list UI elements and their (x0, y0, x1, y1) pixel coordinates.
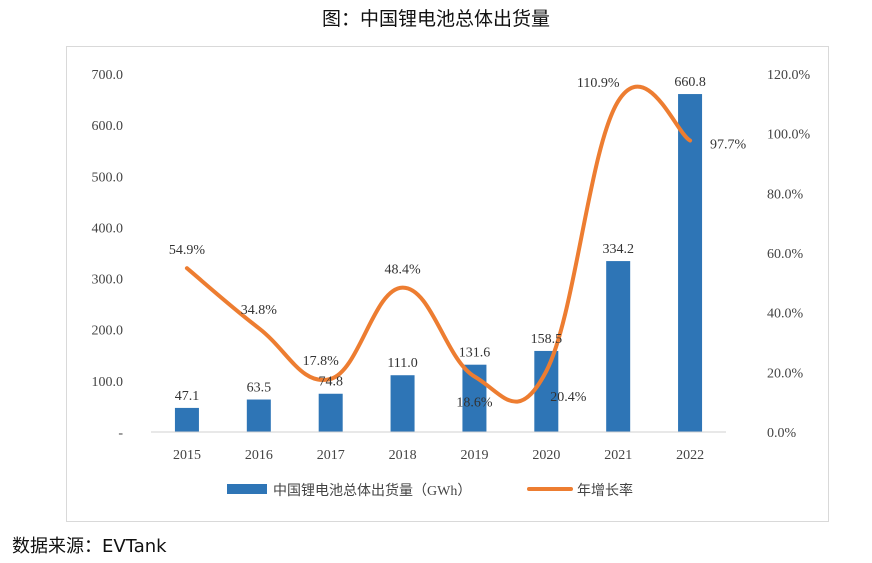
bar (534, 350, 559, 432)
y-left-tick-label: 200.0 (92, 324, 124, 339)
bar (246, 399, 271, 432)
x-tick-label: 2019 (460, 448, 488, 463)
bar-value-label: 111.0 (387, 356, 417, 371)
bar-value-label: 74.8 (318, 375, 343, 390)
legend-line-label: 年增长率 (577, 482, 633, 499)
growth-line-layer (184, 84, 693, 404)
growth-rate-label: 18.6% (456, 396, 493, 411)
legend-bar-swatch (227, 484, 267, 494)
x-tick-label: 2015 (173, 448, 201, 463)
bar-value-label: 334.2 (602, 242, 634, 257)
growth-rate-label: 48.4% (384, 263, 421, 278)
y-right-tick-label: 120.0% (767, 68, 811, 83)
data-labels-layer: 47.1 63.5 74.8 111.0 131.6 158.5 334.2 660.8 54.… (169, 75, 747, 410)
growth-rate-label: 20.4% (550, 390, 587, 405)
bar-value-label: 158.5 (531, 332, 563, 347)
y-right-tick-label: 20.0% (767, 366, 804, 381)
growth-rate-label: 97.7% (710, 138, 747, 153)
y-left-tick-label: 700.0 (92, 68, 124, 83)
growth-rate-label: 17.8% (303, 354, 340, 369)
figure-title: 图：中国锂电池总体出货量 (321, 8, 550, 30)
y-left-tick-label: 300.0 (92, 273, 124, 288)
bars-layer (174, 94, 703, 432)
growth-rate-label: 110.9% (577, 76, 620, 91)
bar-value-label: 47.1 (175, 389, 200, 404)
bar (606, 261, 631, 432)
bar-value-label: 63.5 (247, 381, 272, 396)
legend-bar-label: 中国锂电池总体出货量（GWh） (273, 482, 471, 499)
y-left-tick-label: 600.0 (92, 119, 124, 134)
y-right-tick-label: 80.0% (767, 187, 804, 202)
legend: 中国锂电池总体出货量（GWh） 年增长率 (227, 482, 633, 499)
x-tick-label: 2016 (245, 448, 273, 463)
bar (678, 94, 703, 432)
bar (390, 375, 415, 432)
bar (318, 393, 343, 432)
x-tick-label: 2021 (604, 448, 632, 463)
y-left-tick-label: - (118, 426, 123, 441)
x-tick-label: 2017 (317, 448, 345, 463)
y-right-tick-label: 40.0% (767, 307, 804, 322)
bar (174, 407, 199, 432)
y-right-tick-label: 100.0% (767, 128, 811, 143)
chart-canvas: - 100.0 200.0 300.0 400.0 500.0 600.0 700.0 0.0%… (92, 68, 811, 499)
chart-frame: - 100.0 200.0 300.0 400.0 500.0 600.0 700.0 0.0%… (66, 46, 829, 522)
x-tick-label: 2018 (389, 448, 417, 463)
y-right-tick-label: 0.0% (767, 426, 797, 441)
y-left-tick-label: 500.0 (92, 170, 124, 185)
x-tick-label: 2020 (532, 448, 560, 463)
source-note: 数据来源：EVTank (12, 536, 167, 557)
bar-value-label: 131.6 (459, 346, 491, 361)
growth-rate-label: 34.8% (241, 303, 278, 318)
bar-value-label: 660.8 (674, 75, 706, 90)
y-right-tick-label: 60.0% (767, 247, 804, 262)
y-left-tick-label: 400.0 (92, 221, 124, 236)
growth-rate-label: 54.9% (169, 243, 206, 258)
x-tick-label: 2022 (676, 448, 704, 463)
growth-rate-line (184, 84, 693, 404)
y-left-tick-label: 100.0 (92, 375, 124, 390)
axis-layer: - 100.0 200.0 300.0 400.0 500.0 600.0 700.0 0.0%… (92, 68, 811, 463)
